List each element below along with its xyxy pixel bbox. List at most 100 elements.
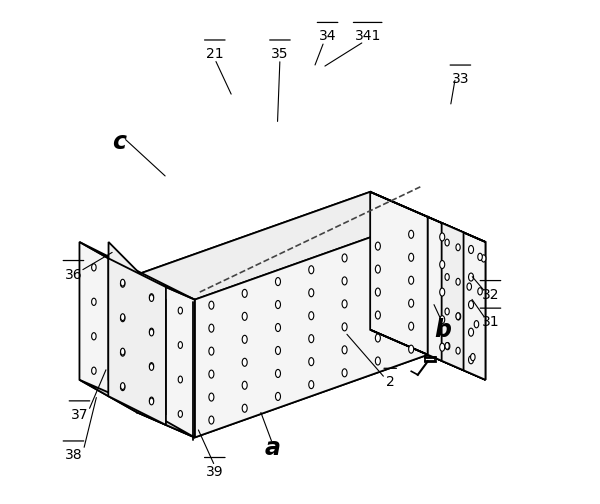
Ellipse shape bbox=[92, 264, 96, 271]
Ellipse shape bbox=[242, 404, 247, 412]
Ellipse shape bbox=[342, 254, 347, 262]
Ellipse shape bbox=[474, 321, 479, 328]
Ellipse shape bbox=[178, 342, 182, 348]
Ellipse shape bbox=[469, 245, 473, 254]
Text: a: a bbox=[265, 436, 280, 461]
Ellipse shape bbox=[469, 328, 473, 336]
Polygon shape bbox=[370, 330, 485, 380]
Ellipse shape bbox=[376, 265, 380, 273]
Ellipse shape bbox=[376, 334, 380, 342]
Ellipse shape bbox=[440, 261, 445, 269]
Ellipse shape bbox=[242, 312, 247, 321]
Text: 37: 37 bbox=[71, 408, 88, 422]
Ellipse shape bbox=[149, 397, 154, 404]
Ellipse shape bbox=[342, 323, 347, 331]
Text: 36: 36 bbox=[65, 268, 82, 282]
Ellipse shape bbox=[92, 367, 96, 374]
Ellipse shape bbox=[149, 363, 154, 370]
Polygon shape bbox=[195, 217, 428, 437]
Ellipse shape bbox=[456, 278, 460, 285]
Ellipse shape bbox=[309, 289, 314, 297]
Ellipse shape bbox=[445, 343, 449, 349]
Ellipse shape bbox=[469, 356, 473, 364]
Ellipse shape bbox=[275, 346, 280, 354]
Ellipse shape bbox=[275, 393, 280, 401]
Ellipse shape bbox=[209, 301, 214, 309]
Polygon shape bbox=[137, 330, 428, 437]
Ellipse shape bbox=[178, 376, 182, 383]
Ellipse shape bbox=[409, 276, 413, 284]
Ellipse shape bbox=[309, 266, 314, 274]
Text: 35: 35 bbox=[271, 47, 289, 61]
Ellipse shape bbox=[242, 335, 247, 343]
Ellipse shape bbox=[275, 300, 280, 308]
Ellipse shape bbox=[440, 233, 445, 241]
Ellipse shape bbox=[178, 307, 182, 314]
Ellipse shape bbox=[469, 273, 473, 281]
Ellipse shape bbox=[121, 280, 125, 287]
Polygon shape bbox=[79, 380, 195, 437]
Ellipse shape bbox=[445, 343, 450, 350]
Ellipse shape bbox=[409, 345, 413, 353]
Ellipse shape bbox=[121, 349, 125, 356]
Ellipse shape bbox=[440, 316, 445, 324]
Polygon shape bbox=[428, 217, 485, 380]
Ellipse shape bbox=[409, 299, 413, 307]
Ellipse shape bbox=[149, 362, 154, 369]
Text: 31: 31 bbox=[482, 315, 499, 329]
Ellipse shape bbox=[467, 283, 472, 290]
Ellipse shape bbox=[209, 416, 214, 424]
Ellipse shape bbox=[440, 343, 445, 351]
Ellipse shape bbox=[409, 254, 413, 261]
Ellipse shape bbox=[342, 300, 347, 308]
Text: 32: 32 bbox=[482, 288, 499, 301]
Ellipse shape bbox=[121, 314, 125, 321]
Ellipse shape bbox=[121, 384, 125, 391]
Polygon shape bbox=[137, 275, 195, 437]
Ellipse shape bbox=[149, 328, 154, 335]
Ellipse shape bbox=[92, 333, 96, 340]
Ellipse shape bbox=[209, 393, 214, 401]
Ellipse shape bbox=[478, 253, 482, 261]
Text: 38: 38 bbox=[65, 448, 82, 462]
Ellipse shape bbox=[456, 313, 460, 320]
Ellipse shape bbox=[481, 255, 486, 262]
Text: 34: 34 bbox=[319, 29, 337, 43]
Ellipse shape bbox=[445, 239, 449, 246]
Ellipse shape bbox=[376, 288, 380, 296]
Text: 21: 21 bbox=[206, 47, 224, 61]
Ellipse shape bbox=[149, 294, 154, 300]
Ellipse shape bbox=[275, 278, 280, 286]
Polygon shape bbox=[428, 217, 485, 380]
Polygon shape bbox=[442, 223, 464, 370]
Polygon shape bbox=[137, 192, 370, 412]
Ellipse shape bbox=[309, 381, 314, 389]
Ellipse shape bbox=[445, 308, 449, 315]
Text: 39: 39 bbox=[206, 465, 224, 478]
Polygon shape bbox=[137, 192, 428, 299]
Ellipse shape bbox=[242, 381, 247, 389]
Ellipse shape bbox=[456, 347, 460, 354]
Text: 33: 33 bbox=[452, 72, 469, 86]
Text: 2: 2 bbox=[386, 375, 395, 389]
Ellipse shape bbox=[178, 411, 182, 417]
Ellipse shape bbox=[445, 274, 449, 280]
Ellipse shape bbox=[92, 298, 96, 305]
Ellipse shape bbox=[376, 357, 380, 365]
Ellipse shape bbox=[149, 329, 154, 336]
Ellipse shape bbox=[275, 324, 280, 332]
Ellipse shape bbox=[242, 358, 247, 366]
Polygon shape bbox=[370, 192, 485, 242]
Polygon shape bbox=[108, 258, 166, 425]
Text: c: c bbox=[113, 130, 127, 154]
Ellipse shape bbox=[309, 358, 314, 366]
Ellipse shape bbox=[376, 311, 380, 319]
Ellipse shape bbox=[342, 277, 347, 285]
Ellipse shape bbox=[342, 369, 347, 377]
Ellipse shape bbox=[121, 314, 125, 322]
Ellipse shape bbox=[409, 230, 413, 238]
Ellipse shape bbox=[209, 347, 214, 355]
Ellipse shape bbox=[342, 346, 347, 354]
Ellipse shape bbox=[121, 383, 125, 390]
Ellipse shape bbox=[309, 311, 314, 320]
